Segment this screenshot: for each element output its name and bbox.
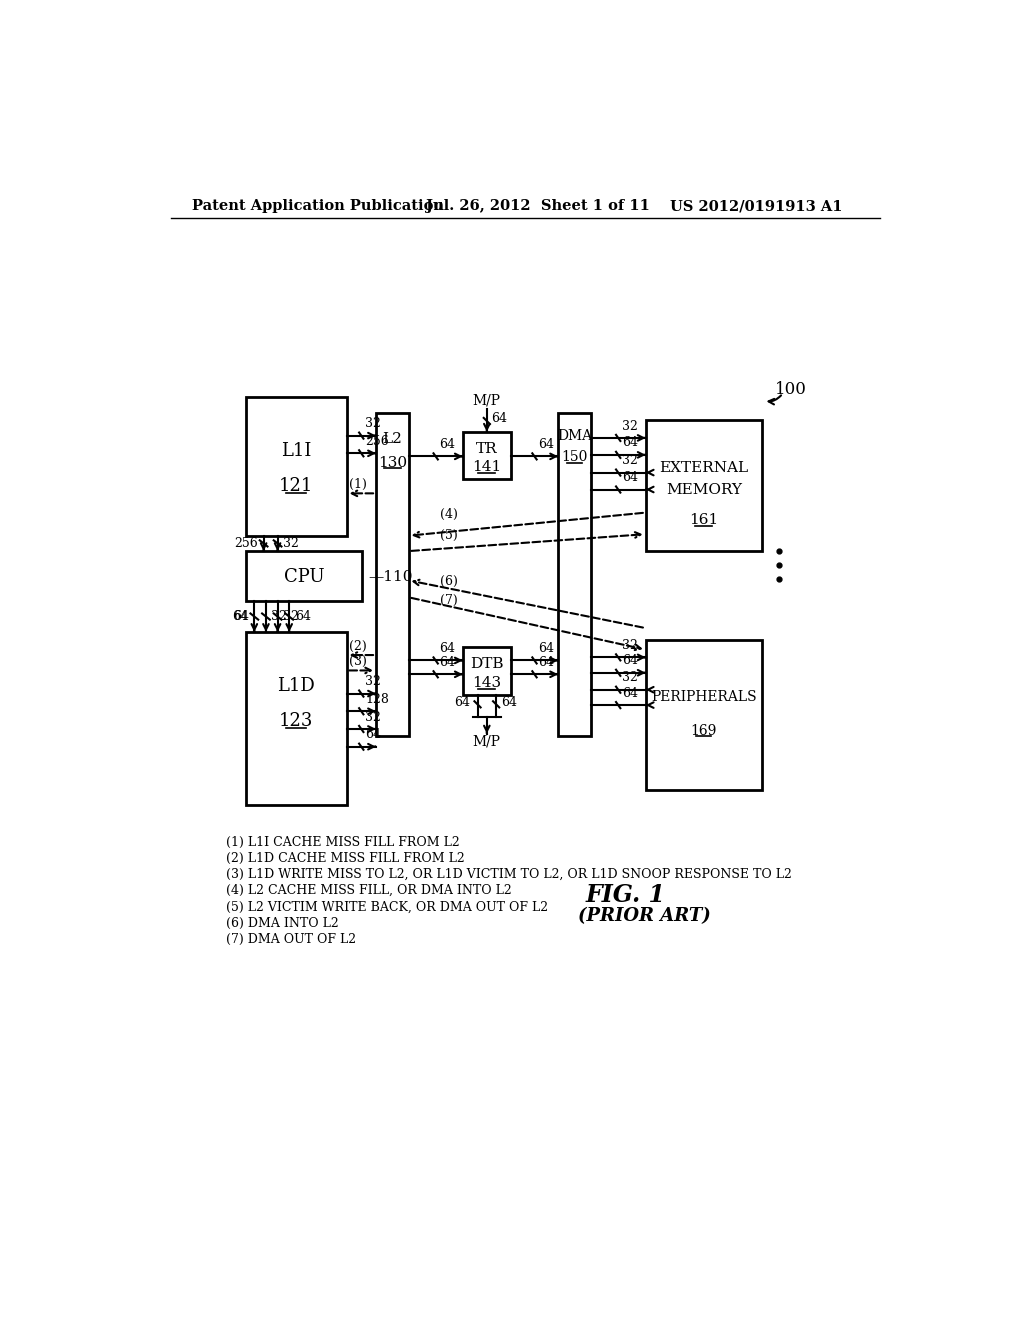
Text: M/P: M/P bbox=[473, 393, 501, 408]
Text: Jul. 26, 2012  Sheet 1 of 11: Jul. 26, 2012 Sheet 1 of 11 bbox=[426, 199, 650, 213]
Text: (4) L2 CACHE MISS FILL, OR DMA INTO L2: (4) L2 CACHE MISS FILL, OR DMA INTO L2 bbox=[226, 884, 512, 898]
Text: 161: 161 bbox=[689, 513, 719, 527]
Bar bbox=[463, 647, 511, 696]
Text: 32: 32 bbox=[622, 454, 638, 467]
Bar bbox=[246, 552, 362, 601]
Text: L1I: L1I bbox=[281, 442, 311, 459]
Text: 32: 32 bbox=[283, 537, 299, 550]
Text: 32: 32 bbox=[366, 417, 381, 430]
Text: 143: 143 bbox=[472, 676, 502, 690]
Text: 169: 169 bbox=[690, 723, 717, 738]
Text: 64: 64 bbox=[539, 656, 554, 669]
Text: (5): (5) bbox=[439, 529, 458, 543]
Bar bbox=[376, 413, 409, 737]
Text: (2): (2) bbox=[349, 640, 367, 653]
Text: US 2012/0191913 A1: US 2012/0191913 A1 bbox=[671, 199, 843, 213]
Text: 100: 100 bbox=[775, 381, 807, 397]
Text: 64: 64 bbox=[439, 438, 456, 451]
Text: 32: 32 bbox=[622, 639, 638, 652]
Text: FIG. 1: FIG. 1 bbox=[586, 883, 666, 907]
Text: 256: 256 bbox=[366, 434, 389, 447]
Text: (5) L2 VICTIM WRITE BACK, OR DMA OUT OF L2: (5) L2 VICTIM WRITE BACK, OR DMA OUT OF … bbox=[226, 900, 549, 913]
Text: 121: 121 bbox=[279, 477, 313, 495]
Text: (3): (3) bbox=[349, 655, 367, 668]
Text: 32: 32 bbox=[283, 610, 299, 623]
Text: M/P: M/P bbox=[473, 734, 501, 748]
Text: DMA: DMA bbox=[557, 429, 592, 442]
Bar bbox=[463, 432, 511, 479]
Bar bbox=[246, 632, 346, 805]
Text: 32: 32 bbox=[622, 420, 638, 433]
Text: —110: —110 bbox=[369, 569, 413, 583]
Text: PERIPHERALS: PERIPHERALS bbox=[651, 690, 757, 705]
Text: 130: 130 bbox=[378, 455, 407, 470]
Text: 123: 123 bbox=[279, 711, 313, 730]
Text: (7) DMA OUT OF L2: (7) DMA OUT OF L2 bbox=[226, 933, 356, 945]
Text: (6) DMA INTO L2: (6) DMA INTO L2 bbox=[226, 916, 339, 929]
Text: 150: 150 bbox=[561, 450, 588, 465]
Text: (4): (4) bbox=[439, 508, 458, 520]
Text: 32: 32 bbox=[366, 675, 381, 688]
Text: 64: 64 bbox=[439, 656, 456, 669]
Text: (3) L1D WRITE MISS TO L2, OR L1D VICTIM TO L2, OR L1D SNOOP RESPONSE TO L2: (3) L1D WRITE MISS TO L2, OR L1D VICTIM … bbox=[226, 869, 793, 880]
Text: (7): (7) bbox=[439, 594, 458, 607]
Text: DTB: DTB bbox=[470, 657, 504, 672]
Text: 32: 32 bbox=[366, 710, 381, 723]
Text: 64: 64 bbox=[439, 642, 456, 655]
Text: 64: 64 bbox=[454, 696, 470, 709]
Text: (2) L1D CACHE MISS FILL FROM L2: (2) L1D CACHE MISS FILL FROM L2 bbox=[226, 851, 465, 865]
Text: 64: 64 bbox=[622, 655, 638, 668]
Text: 64: 64 bbox=[622, 471, 638, 484]
Text: 64: 64 bbox=[501, 696, 517, 709]
Bar bbox=[646, 640, 762, 789]
Text: TR: TR bbox=[476, 442, 498, 455]
Text: L2: L2 bbox=[382, 433, 402, 446]
Text: 64: 64 bbox=[366, 729, 381, 742]
Text: 32: 32 bbox=[622, 672, 638, 684]
Text: 64: 64 bbox=[490, 412, 507, 425]
Text: 64: 64 bbox=[232, 610, 248, 623]
Text: 64: 64 bbox=[232, 610, 249, 623]
Text: 64: 64 bbox=[539, 438, 554, 451]
Text: (PRIOR ART): (PRIOR ART) bbox=[578, 907, 711, 925]
Text: 64: 64 bbox=[295, 610, 310, 623]
Text: EXTERNAL: EXTERNAL bbox=[659, 461, 749, 475]
Text: 256: 256 bbox=[234, 537, 258, 550]
Bar bbox=[558, 413, 591, 737]
Bar bbox=[646, 420, 762, 552]
Text: Patent Application Publication: Patent Application Publication bbox=[191, 199, 443, 213]
Text: MEMORY: MEMORY bbox=[666, 483, 741, 496]
Text: 141: 141 bbox=[472, 461, 502, 474]
Bar bbox=[246, 397, 346, 536]
Text: L1D: L1D bbox=[278, 677, 315, 694]
Text: (1) L1I CACHE MISS FILL FROM L2: (1) L1I CACHE MISS FILL FROM L2 bbox=[226, 836, 460, 849]
Text: 64: 64 bbox=[622, 437, 638, 449]
Text: CPU: CPU bbox=[284, 568, 325, 586]
Text: 32: 32 bbox=[271, 610, 288, 623]
Text: 64: 64 bbox=[622, 686, 638, 700]
Text: (6): (6) bbox=[439, 576, 458, 589]
Text: (1): (1) bbox=[349, 478, 367, 491]
Text: 128: 128 bbox=[366, 693, 389, 706]
Text: 64: 64 bbox=[539, 642, 554, 655]
